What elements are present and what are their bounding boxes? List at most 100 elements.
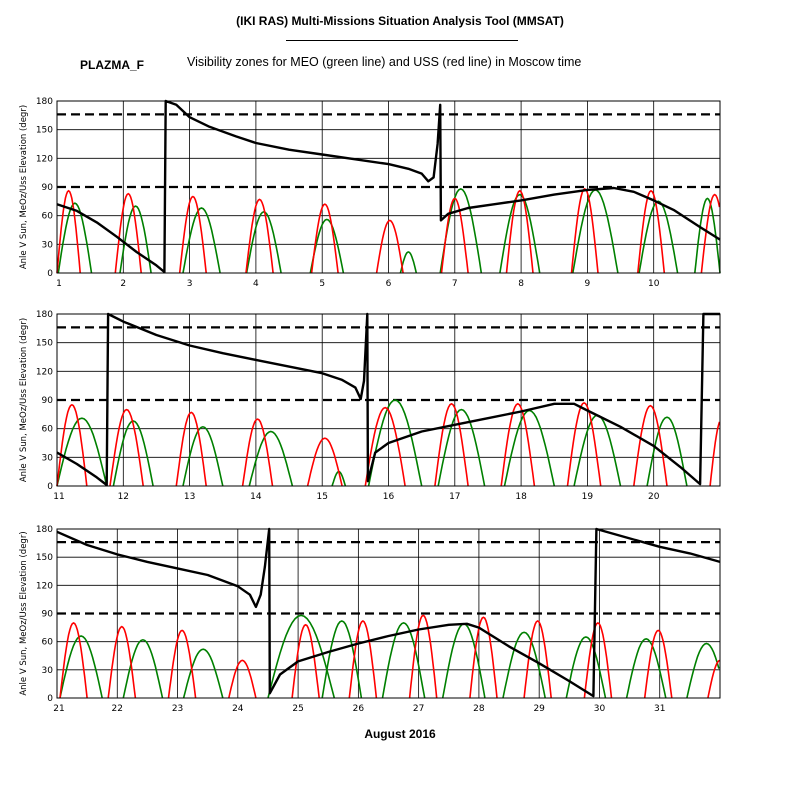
x-tick-label: 9	[585, 279, 591, 289]
x-tick-label: 10	[648, 279, 660, 289]
uss-visibility-pass	[633, 404, 668, 487]
meo-visibility-pass	[182, 648, 224, 699]
meo-visibility-pass	[502, 631, 546, 699]
y-tick-label: 90	[42, 610, 54, 620]
y-tick-label: 60	[42, 638, 54, 648]
meo-visibility-pass	[182, 425, 224, 487]
x-tick-label: 16	[383, 492, 395, 502]
uss-visibility-pass	[440, 197, 469, 274]
x-tick-label: 20	[648, 492, 660, 502]
uss-visibility-pass	[114, 192, 142, 274]
x-tick-label: 7	[452, 279, 458, 289]
meo-visibility-pass	[59, 635, 103, 699]
meo-visibility-pass	[686, 642, 720, 699]
title-underline	[286, 40, 518, 41]
uss-visibility-pass	[707, 659, 721, 699]
meo-visibility-pass	[646, 416, 688, 487]
x-tick-label: 12	[118, 492, 129, 502]
uss-visibility-pass	[566, 401, 602, 487]
y-tick-label: 30	[42, 666, 54, 676]
meo-visibility-pass	[367, 399, 423, 487]
uss-visibility-pass	[175, 411, 207, 487]
x-tick-label: 31	[654, 704, 665, 714]
uss-visibility-pass	[228, 659, 257, 699]
x-tick-label: 28	[473, 704, 485, 714]
x-tick-label: 5	[319, 279, 325, 289]
x-tick-label: 4	[253, 279, 259, 289]
y-tick-label: 0	[47, 269, 53, 279]
meo-visibility-pass	[381, 622, 426, 699]
uss-visibility-pass	[505, 189, 534, 274]
uss-visibility-pass	[643, 629, 673, 699]
uss-visibility-pass	[364, 406, 406, 487]
meo-visibility-pass	[57, 202, 93, 274]
meo-visibility-pass	[119, 205, 152, 274]
meo-visibility-pass	[122, 638, 164, 699]
y-tick-label: 120	[36, 154, 53, 164]
meo-visibility-pass	[565, 636, 607, 699]
uss-visibility-pass	[59, 621, 88, 699]
meo-visibility-pass	[182, 207, 221, 274]
meo-visibility-pass	[499, 193, 541, 274]
x-tick-label: 15	[316, 492, 327, 502]
x-tick-label: 21	[53, 704, 64, 714]
uss-visibility-pass	[700, 193, 721, 274]
uss-visibility-pass	[500, 402, 536, 487]
y-tick-label: 60	[42, 212, 54, 222]
x-tick-label: 26	[353, 704, 365, 714]
uss-visibility-pass	[109, 408, 144, 487]
y-axis-label: Anle V Sun, MeOz/Uss Elevation (degr)	[19, 318, 29, 482]
x-tick-label: 29	[533, 704, 545, 714]
uss-visibility-pass	[469, 616, 498, 699]
x-tick-label: 2	[120, 279, 126, 289]
y-tick-label: 60	[42, 425, 54, 435]
y-tick-label: 0	[47, 694, 53, 704]
y-tick-label: 30	[42, 453, 54, 463]
y-axis-label: Anle V Sun, MeOz/Uss Elevation (degr)	[19, 105, 29, 269]
x-tick-label: 3	[187, 279, 193, 289]
y-tick-label: 90	[42, 183, 54, 193]
x-tick-label: 30	[594, 704, 606, 714]
uss-visibility-pass	[306, 437, 343, 487]
y-tick-label: 120	[36, 581, 53, 591]
y-tick-label: 30	[42, 240, 54, 250]
uss-visibility-pass	[408, 614, 438, 699]
uss-visibility-pass	[56, 189, 81, 274]
x-tick-label: 25	[292, 704, 303, 714]
meo-visibility-pass	[309, 218, 345, 274]
meo-visibility-pass	[573, 414, 622, 487]
y-tick-label: 0	[47, 482, 53, 492]
mission-name: PLAZMA_F	[80, 58, 144, 72]
panel-frame	[56, 100, 721, 274]
x-tick-label: 18	[515, 492, 527, 502]
x-tick-label: 1	[56, 279, 62, 289]
x-tick-label: 13	[184, 492, 195, 502]
meo-visibility-pass	[437, 408, 486, 487]
x-tick-label: 24	[232, 704, 244, 714]
uss-visibility-pass	[434, 402, 469, 487]
x-tick-label: 23	[172, 704, 183, 714]
uss-visibility-pass	[245, 198, 274, 274]
x-tick-label: 11	[53, 492, 64, 502]
meo-visibility-pass	[321, 620, 363, 699]
uss-visibility-pass	[570, 187, 599, 274]
x-tick-label: 17	[449, 492, 460, 502]
x-tick-label: 27	[413, 704, 424, 714]
y-tick-label: 150	[36, 339, 53, 349]
meo-visibility-pass	[694, 197, 721, 274]
figure-subtitle: Visibility zones for MEO (green line) an…	[187, 55, 582, 69]
x-tick-label: 14	[250, 492, 262, 502]
uss-visibility-pass	[310, 203, 339, 274]
meo-visibility-pass	[245, 210, 282, 274]
uss-visibility-pass	[583, 621, 613, 699]
x-tick-label: 6	[386, 279, 392, 289]
y-tick-label: 90	[42, 396, 54, 406]
y-tick-label: 120	[36, 367, 53, 377]
uss-visibility-pass	[523, 620, 552, 699]
y-tick-label: 180	[36, 97, 53, 107]
uss-visibility-pass	[241, 418, 274, 487]
uss-visibility-pass	[56, 403, 88, 487]
x-tick-label: 19	[582, 492, 594, 502]
y-tick-label: 150	[36, 553, 53, 563]
